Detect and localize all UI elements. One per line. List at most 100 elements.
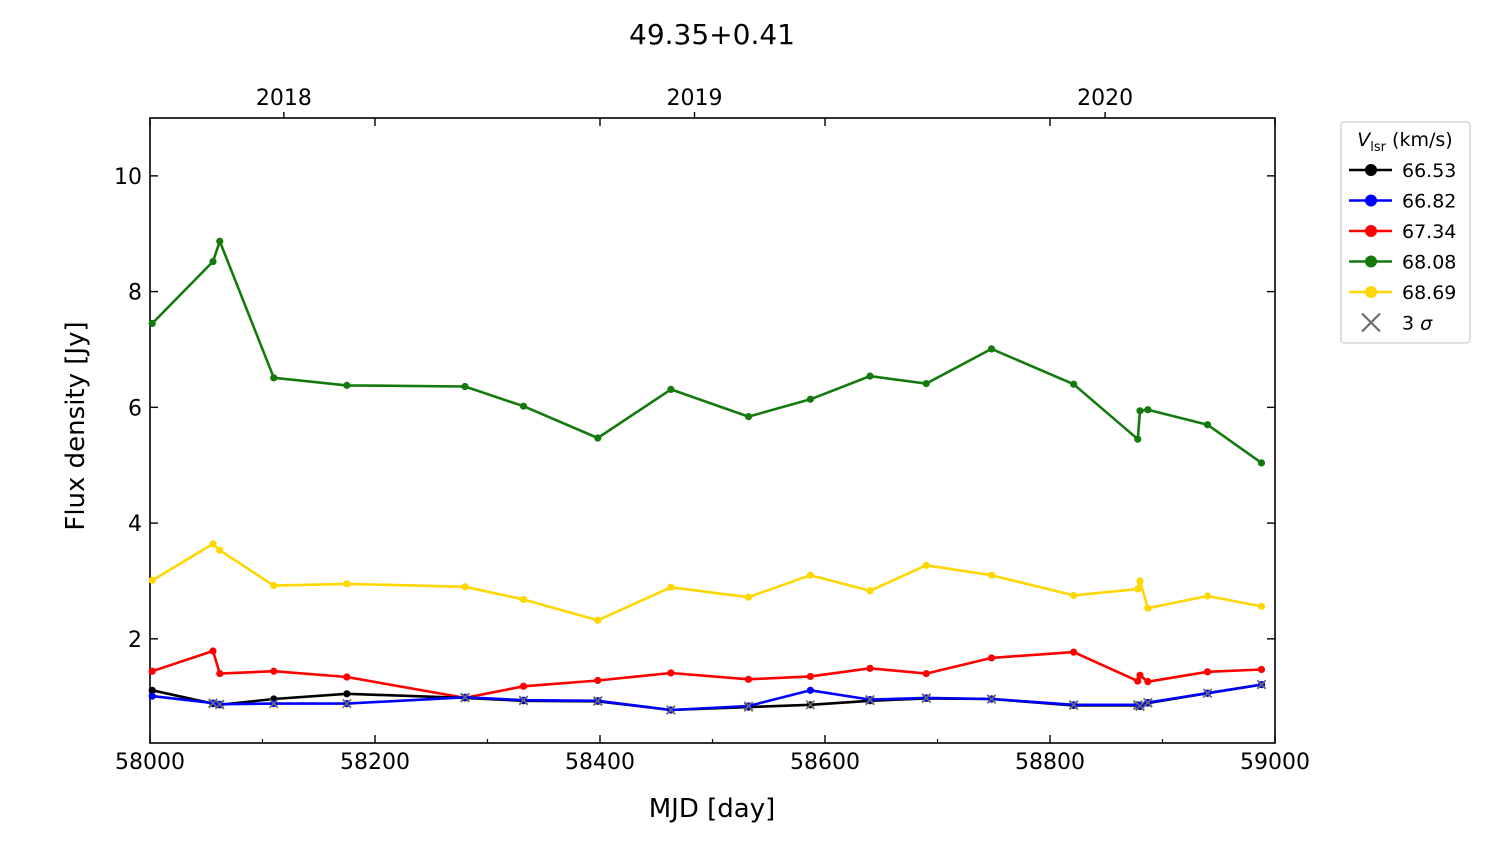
data-point xyxy=(148,686,156,694)
data-point xyxy=(216,669,224,678)
data-point xyxy=(270,374,278,382)
legend-swatch-marker xyxy=(1365,164,1377,176)
legend-title-symbol: V xyxy=(1357,129,1372,151)
data-point xyxy=(148,576,156,584)
legend-entry-label: 67.34 xyxy=(1402,221,1456,243)
data-point xyxy=(209,540,217,548)
legend-sigma-marker xyxy=(1361,312,1381,333)
y-tick-label: 4 xyxy=(128,512,142,537)
sigma-marker xyxy=(592,695,603,706)
y-tick-label: 8 xyxy=(128,281,142,306)
data-point xyxy=(148,692,156,700)
data-point xyxy=(1136,407,1144,415)
sigma-marker xyxy=(805,700,816,710)
data-point xyxy=(866,372,874,380)
sigma-marker xyxy=(518,695,529,705)
sigma-marker xyxy=(214,699,225,709)
top-year-label: 2018 xyxy=(256,86,312,111)
legend-entry-68.69: 68.69 xyxy=(1349,282,1456,304)
legend-entry-66.82: 66.82 xyxy=(1349,191,1456,213)
x-tick-label: 58000 xyxy=(115,750,185,775)
x-tick-label: 58800 xyxy=(1015,750,1085,775)
plot-layer: 58000 58200 58400 58600 58800 59000 2018 2019 20… xyxy=(114,86,1310,775)
legend-sigma-prefix: 3 xyxy=(1402,313,1420,335)
data-point xyxy=(343,690,351,698)
data-point xyxy=(343,381,351,389)
data-point xyxy=(1136,577,1144,585)
data-point xyxy=(1203,421,1212,429)
legend-swatch-marker xyxy=(1365,286,1377,298)
legend-swatch-marker xyxy=(1365,194,1377,207)
data-point xyxy=(744,593,753,601)
top-year-label: 2020 xyxy=(1077,86,1133,111)
data-point xyxy=(866,664,874,672)
sigma-marker xyxy=(342,698,352,709)
legend-title-unit: (km/s) xyxy=(1386,129,1453,151)
legend-entry-sigma: 3 σ xyxy=(1361,312,1433,335)
data-point xyxy=(1203,592,1212,600)
data-point xyxy=(922,380,930,388)
data-point xyxy=(922,561,930,569)
legend-title-subscript: lsr xyxy=(1370,140,1386,155)
data-point xyxy=(1070,591,1078,600)
data-point xyxy=(1070,648,1078,656)
data-point xyxy=(922,669,930,678)
data-point xyxy=(1134,585,1142,593)
data-point xyxy=(1257,665,1266,674)
data-point xyxy=(987,654,996,662)
y-axis-label: Flux density [Jy] xyxy=(61,321,91,530)
data-point xyxy=(1144,678,1152,686)
data-point xyxy=(343,580,351,588)
sigma-marker xyxy=(460,692,470,703)
series-68.69 xyxy=(148,540,1266,624)
sigma-marker xyxy=(1135,701,1145,711)
legend-swatch-marker xyxy=(1365,255,1377,268)
data-point xyxy=(594,676,602,685)
plot-frame xyxy=(149,117,1276,744)
sigma-marker xyxy=(865,694,875,705)
x-tick-label: 58600 xyxy=(790,750,860,775)
data-point xyxy=(343,673,351,681)
data-point xyxy=(744,675,753,683)
data-point xyxy=(209,257,217,266)
data-point xyxy=(1134,435,1142,443)
data-point xyxy=(667,385,675,394)
legend-sigma-symbol: σ xyxy=(1420,313,1433,335)
data-point xyxy=(209,647,217,655)
legend-entry-label: 68.69 xyxy=(1402,282,1456,304)
sigma-marker xyxy=(1068,700,1079,710)
chart-title: 49.35+0.41 xyxy=(629,18,795,51)
data-point xyxy=(216,546,224,554)
legend-entry-label: 68.08 xyxy=(1402,252,1456,274)
data-point xyxy=(987,571,996,579)
data-point xyxy=(866,587,874,595)
sigma-marker xyxy=(1256,679,1267,690)
data-point xyxy=(519,682,528,690)
legend-sigma-label: 3 σ xyxy=(1402,313,1433,335)
y-tick-label: 6 xyxy=(128,396,142,421)
series-line xyxy=(151,240,1263,464)
legend-entry-label: 66.53 xyxy=(1402,160,1456,182)
sigma-marker xyxy=(921,693,932,703)
data-point xyxy=(744,413,753,421)
data-point xyxy=(667,669,675,677)
data-point xyxy=(519,595,528,604)
sigma-marker xyxy=(743,701,754,711)
data-point xyxy=(806,672,814,681)
legend: Vlsr (km/s) 66.53 66.82 67.34 68.08 68.69 3 σ xyxy=(1340,121,1471,344)
sigma-marker xyxy=(666,705,676,715)
legend-entry-label: 66.82 xyxy=(1402,191,1456,213)
data-point xyxy=(594,434,602,442)
data-point xyxy=(1257,459,1266,467)
x-tick-label: 59000 xyxy=(1240,750,1310,775)
y-tick-label: 2 xyxy=(128,628,142,653)
data-point xyxy=(461,382,469,391)
x-tick-label: 58400 xyxy=(565,750,635,775)
legend-swatch-marker xyxy=(1365,225,1377,237)
sigma-marker xyxy=(1143,697,1153,708)
x-axis-label: MJD [day] xyxy=(649,794,776,824)
legend-entry-66.53: 66.53 xyxy=(1349,160,1456,182)
data-point xyxy=(806,395,814,403)
